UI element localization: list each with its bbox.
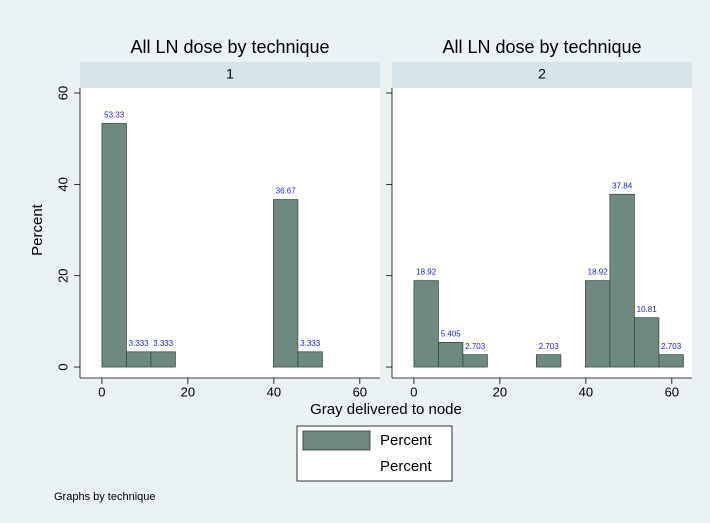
bar — [462, 354, 488, 368]
panel-title: All LN dose by technique — [130, 37, 329, 57]
value-label: 3.333 — [129, 339, 150, 348]
x-tick-label: 0 — [410, 384, 417, 399]
x-tick-label: 20 — [493, 384, 507, 399]
bar — [658, 354, 684, 368]
note: Graphs by technique — [54, 491, 156, 503]
y-tick-label: 20 — [55, 268, 70, 282]
x-tick-label: 60 — [353, 384, 367, 399]
panel-header — [80, 62, 380, 88]
plot-area — [80, 88, 380, 378]
value-label: 37.84 — [612, 181, 633, 190]
x-tick-label: 0 — [98, 384, 105, 399]
bar — [101, 123, 127, 368]
value-label: 2.703 — [465, 342, 486, 351]
x-tick-label: 60 — [665, 384, 679, 399]
value-label: 3.333 — [153, 339, 174, 348]
value-label: 3.333 — [300, 339, 321, 348]
bar — [609, 193, 635, 368]
value-label: 10.81 — [637, 305, 658, 314]
value-label: 2.703 — [539, 342, 560, 351]
bar — [297, 351, 323, 368]
panel-title: All LN dose by technique — [442, 37, 641, 57]
panel-subtitle: 1 — [226, 66, 234, 82]
legend-entry: Percent — [380, 432, 433, 449]
bar — [273, 199, 299, 368]
panel-subtitle: 2 — [538, 66, 546, 82]
value-label: 2.703 — [661, 342, 682, 351]
y-tick-label: 0 — [55, 363, 70, 370]
legend-entry: Percent — [380, 458, 433, 475]
x-tick-label: 20 — [181, 384, 195, 399]
value-label: 5.405 — [441, 329, 462, 338]
bar — [413, 280, 439, 368]
y-tick-label: 40 — [55, 177, 70, 191]
x-tick-label: 40 — [267, 384, 281, 399]
bar — [150, 351, 176, 368]
bar — [536, 354, 562, 368]
x-axis-label: Gray delivered to node — [310, 401, 462, 418]
value-label: 18.92 — [416, 268, 437, 277]
bar — [634, 317, 660, 368]
panel-header — [392, 62, 692, 88]
legend-swatch — [302, 430, 371, 451]
value-label: 53.33 — [104, 111, 125, 120]
value-label: 36.67 — [276, 187, 297, 196]
value-label: 18.92 — [588, 268, 609, 277]
y-axis-label: Percent — [29, 203, 46, 256]
y-tick-label: 60 — [55, 86, 70, 100]
bar — [126, 351, 152, 368]
bar — [585, 280, 611, 368]
bar — [438, 342, 464, 368]
x-tick-label: 40 — [579, 384, 593, 399]
